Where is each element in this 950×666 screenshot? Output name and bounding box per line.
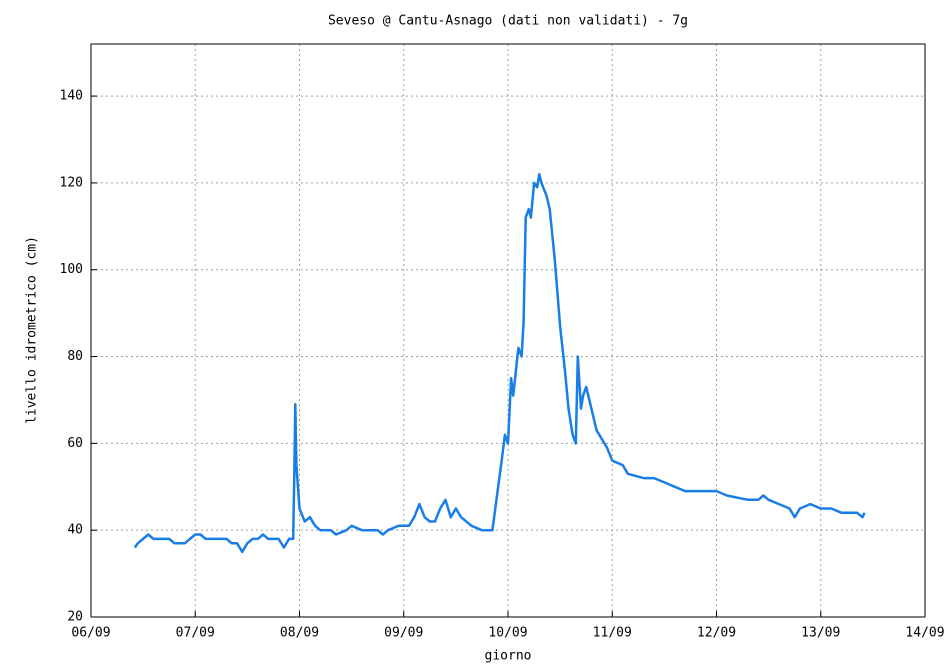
x-tick-label: 12/09 [697, 626, 736, 641]
x-axis-label: giorno [485, 649, 532, 664]
y-tick-label: 20 [67, 610, 83, 625]
y-axis-label: livello idrometrico (cm) [25, 236, 40, 424]
chart-title: Seveso @ Cantu-Asnago (dati non validati… [328, 14, 688, 29]
x-tick-label: 06/09 [71, 626, 110, 641]
y-tick-label: 120 [60, 175, 83, 190]
y-tick-label: 140 [60, 89, 83, 104]
plot-area: 20 40 60 80 100 120 140 06/09 07/09 08/09 09/09 10/… [60, 44, 945, 641]
plot-frame [90, 43, 926, 618]
x-tick-label: 14/09 [905, 626, 944, 641]
y-tick-label: 40 [67, 523, 83, 538]
x-tick-label: 11/09 [593, 626, 632, 641]
y-tick-label: 60 [67, 436, 83, 451]
y-tick-label: 100 [60, 262, 83, 277]
x-tick-label: 10/09 [488, 626, 527, 641]
data-line [133, 172, 866, 554]
x-tick-label: 08/09 [280, 626, 319, 641]
x-tick-label: 13/09 [801, 626, 840, 641]
x-tick-label: 07/09 [176, 626, 215, 641]
y-tick-label: 80 [67, 349, 83, 364]
x-tick-label: 09/09 [384, 626, 423, 641]
